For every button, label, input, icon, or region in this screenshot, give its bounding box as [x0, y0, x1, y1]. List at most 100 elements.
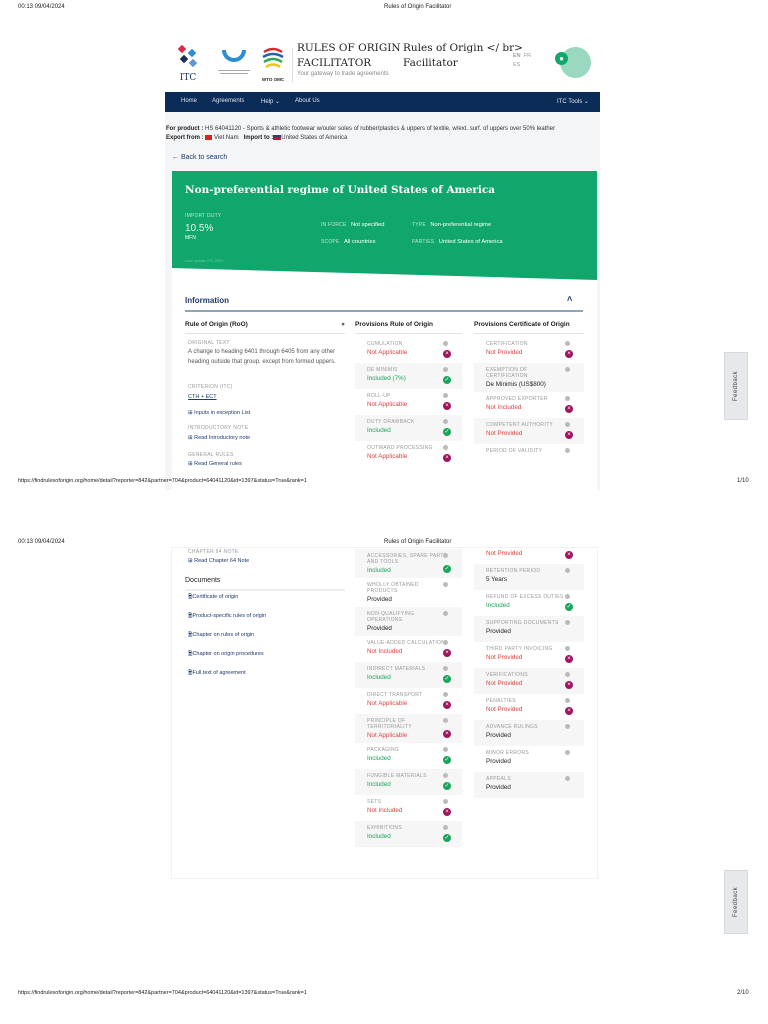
check-circle-icon: ✓: [443, 675, 451, 683]
provision-value: Included: [367, 781, 391, 788]
back-to-search-link[interactable]: ← Back to search: [172, 154, 228, 161]
provision-row: RETENTION PERIOD 5 Years: [474, 564, 584, 590]
info-icon[interactable]: [565, 422, 570, 427]
check-circle-icon: ✓: [443, 756, 451, 764]
information-title: Information: [185, 296, 229, 305]
nav-about-us[interactable]: About Us: [295, 98, 320, 104]
info-icon[interactable]: [565, 646, 570, 651]
info-icon[interactable]: [443, 367, 448, 372]
provision-label: DUTY DRAWBACK: [367, 419, 415, 425]
general-rules-link[interactable]: ⊞ Read General rules: [188, 461, 343, 468]
info-icon[interactable]: [443, 393, 448, 398]
info-icon[interactable]: [443, 341, 448, 346]
plus-box-icon: ⊞: [188, 410, 193, 416]
info-icon[interactable]: [443, 582, 448, 587]
collapse-chevron-icon[interactable]: ˄: [567, 294, 573, 304]
provision-value: Included (7%): [367, 375, 406, 382]
criterion-link[interactable]: CTH + ECT: [188, 394, 343, 401]
nav-help[interactable]: Help ⌄: [261, 99, 281, 105]
info-icon[interactable]: [443, 747, 448, 752]
info-icon[interactable]: [565, 672, 570, 677]
document-link[interactable]: 🗎Chapter on origin procedures: [188, 650, 343, 659]
provision-row: REFUND OF EXCESS DUTIES Included ✓: [474, 590, 584, 616]
info-icon[interactable]: [443, 419, 448, 424]
info-icon[interactable]: [443, 666, 448, 671]
inputs-exception-link[interactable]: ⊞ Inputs in exception List: [188, 410, 343, 417]
provision-value: Not Provided: [486, 430, 523, 437]
info-icon[interactable]: [565, 750, 570, 755]
feedback-tab[interactable]: Feedback: [724, 352, 748, 420]
lang-fr[interactable]: FR: [523, 53, 532, 59]
provision-row: SUPPORTING DOCUMENTS Provided: [474, 616, 584, 642]
provision-label: VERIFICATIONS: [486, 672, 528, 678]
document-link-text: Product-specific rules of origin: [192, 613, 267, 619]
provisions-cert-list: CERTIFICATION Not Provided × EXEMPTION OF C…: [474, 337, 584, 470]
provision-value: Provided: [367, 596, 392, 603]
nav-home[interactable]: Home: [181, 98, 198, 104]
feedback-label: Feedback: [733, 370, 739, 402]
info-icon[interactable]: [565, 448, 570, 453]
provision-value: Not Provided: [486, 680, 523, 687]
info-icon[interactable]: [565, 396, 570, 401]
provision-value: Included: [367, 567, 391, 574]
print-url: https://findrulesoforigin.org/home/detai…: [18, 478, 307, 484]
parties-value: United States of America: [438, 239, 503, 245]
provision-row: PERIOD OF VALIDITY: [474, 444, 584, 470]
info-icon[interactable]: [565, 776, 570, 781]
info-icon[interactable]: [443, 640, 448, 645]
info-icon[interactable]: [565, 594, 570, 599]
globe-icon[interactable]: ●: [555, 47, 591, 78]
provision-value: Included: [367, 427, 391, 434]
parties-label: PARTIES: [412, 239, 435, 245]
info-icon[interactable]: [565, 341, 570, 346]
provision-value: Not Applicable: [367, 401, 408, 408]
intro-note-link[interactable]: ⊞ Read Introductory note: [188, 435, 343, 442]
provision-value: Provided: [486, 758, 511, 765]
info-icon[interactable]: [565, 698, 570, 703]
document-link[interactable]: 🗎Product-specific rules of origin: [188, 612, 343, 621]
chapter-note-link[interactable]: ⊞ Read Chapter 64 Note: [188, 558, 343, 565]
document-link-text: Full text of agreement: [192, 670, 246, 676]
information-divider: [185, 310, 583, 312]
provision-label: SUPPORTING DOCUMENTS: [486, 620, 559, 626]
lang-es[interactable]: ES: [513, 62, 521, 68]
location-pin-icon: ●: [555, 52, 568, 65]
info-icon[interactable]: [565, 568, 570, 573]
wto-logo-text: WTO OMC: [261, 77, 285, 82]
nav-agreements[interactable]: Agreements: [212, 98, 245, 104]
product-info: For product : HS 64041120 - Sports & ath…: [166, 125, 606, 142]
provision-label: ACCESSORIES, SPARE PARTS AND TOOLS: [367, 553, 448, 565]
plus-box-icon: ⊞: [188, 461, 193, 467]
info-icon[interactable]: ●: [341, 321, 345, 328]
info-icon[interactable]: [443, 611, 448, 616]
provision-value: Included: [367, 674, 391, 681]
info-icon[interactable]: [443, 825, 448, 830]
info-icon[interactable]: [565, 620, 570, 625]
document-link[interactable]: 🗎Chapter on rules of origin: [188, 631, 343, 640]
type-value: Non-preferential regime: [430, 222, 492, 228]
provision-row: INDIRECT MATERIALS Included ✓: [355, 662, 462, 688]
info-icon[interactable]: [443, 773, 448, 778]
lang-en[interactable]: EN: [513, 53, 521, 59]
info-icon[interactable]: [443, 553, 448, 558]
print-title: Rules of Origin Facilitator: [384, 539, 452, 545]
document-link[interactable]: 🗎Certificate of origin: [188, 593, 343, 602]
in-force-label: IN FORCE: [321, 222, 347, 228]
info-icon[interactable]: [443, 445, 448, 450]
x-circle-icon: ×: [565, 681, 573, 689]
info-icon[interactable]: [443, 692, 448, 697]
provision-label: CERTIFICATION: [486, 341, 528, 347]
info-icon[interactable]: [565, 724, 570, 729]
provision-value: Not Applicable: [367, 349, 408, 356]
provision-label: ROLL-UP: [367, 393, 391, 399]
info-icon[interactable]: [443, 799, 448, 804]
feedback-tab[interactable]: Feedback: [724, 870, 748, 934]
document-link[interactable]: 🗎Full text of agreement: [188, 669, 343, 678]
provision-row: ADVANCE RULINGS Provided: [474, 720, 584, 746]
provision-label: DE MINIMIS: [367, 367, 398, 373]
provision-value: Not Applicable: [367, 453, 408, 460]
info-icon[interactable]: [443, 718, 448, 723]
info-icon[interactable]: [565, 367, 570, 372]
nav-itc-tools[interactable]: ITC Tools ⌄: [557, 99, 589, 105]
provision-value: Provided: [486, 732, 511, 739]
